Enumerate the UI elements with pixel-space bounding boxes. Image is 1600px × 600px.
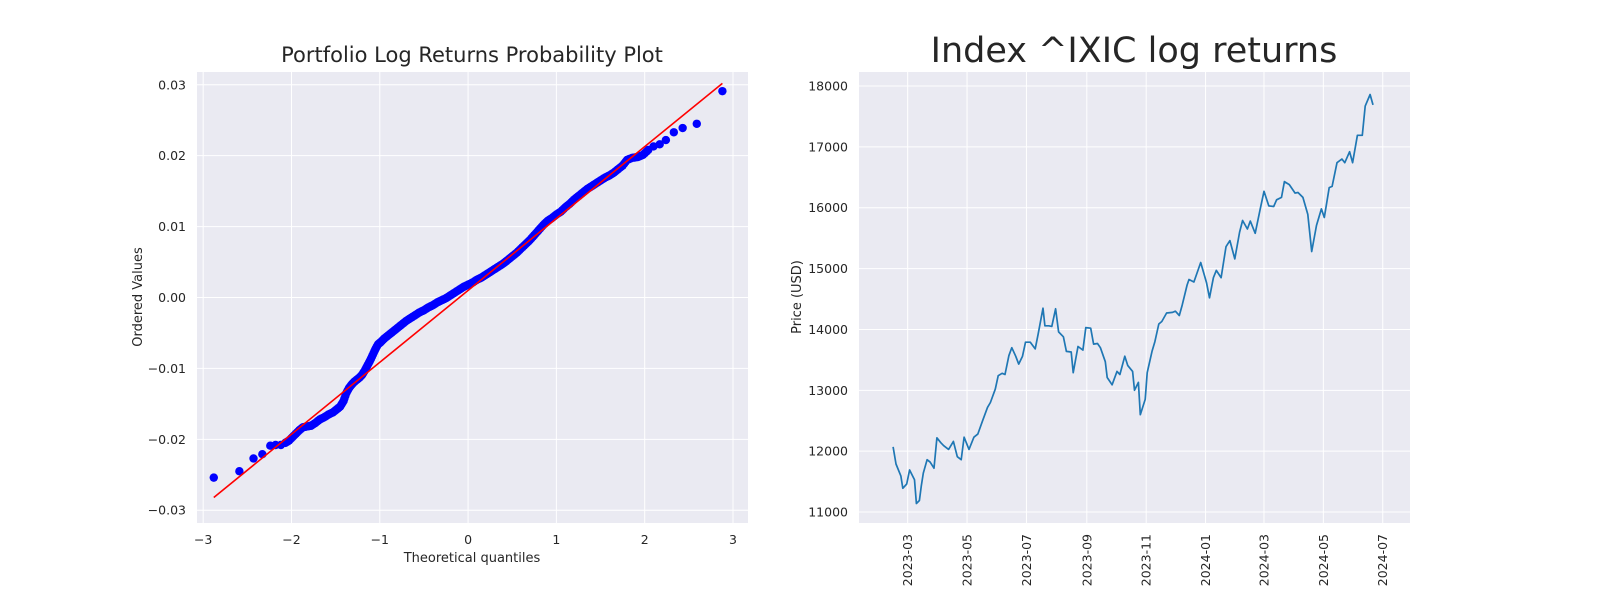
x-tick-label: 1	[552, 532, 560, 547]
x-axis-label: Theoretical quantiles	[403, 551, 541, 566]
y-tick-label: 16000	[808, 200, 848, 215]
y-tick-label: −0.01	[148, 361, 186, 376]
y-tick-label: 13000	[808, 383, 848, 398]
y-tick-label: −0.02	[148, 432, 186, 447]
price-series-line	[892, 93, 1374, 505]
data-point	[718, 86, 727, 96]
price-line-chart: 2023-03 2023-05 2023-07 2023-09 2023-11 2024-…	[790, 31, 1410, 586]
data-point	[249, 454, 258, 463]
y-tick-label: 12000	[808, 444, 848, 459]
x-tick-labels: −3 −2 −1 0 1 2 3	[194, 532, 737, 547]
x-tick-label: 2024-03	[1256, 534, 1271, 586]
data-point	[692, 119, 701, 128]
x-tick-label: 2023-03	[900, 534, 915, 586]
chart-title: Portfolio Log Returns Probability Plot	[281, 43, 663, 67]
x-tick-label: 2024-01	[1198, 534, 1213, 586]
data-point	[669, 128, 679, 137]
data-point	[209, 473, 218, 482]
plot-area	[859, 72, 1410, 523]
x-tick-labels: 2023-03 2023-05 2023-07 2023-09 2023-11 2024-…	[900, 534, 1390, 586]
data-point	[678, 123, 687, 133]
y-tick-labels: 11000 12000 13000 14000 15000 16000 17000 18000	[808, 78, 848, 519]
x-tick-label: 2023-05	[960, 534, 975, 586]
x-tick-label: 2024-07	[1375, 534, 1390, 586]
y-tick-label: 0.02	[158, 148, 186, 163]
x-tick-label: −3	[194, 532, 212, 547]
y-tick-label: 17000	[808, 139, 848, 154]
y-tick-label: 0.03	[158, 77, 186, 92]
y-axis-label: Ordered Values	[131, 247, 146, 347]
data-point	[661, 135, 671, 145]
y-tick-label: 0.01	[158, 219, 186, 234]
grid	[859, 72, 1410, 523]
x-tick-label: −1	[371, 532, 389, 547]
y-tick-label: 11000	[808, 505, 848, 520]
fit-line	[213, 82, 723, 499]
y-tick-label: 0.00	[158, 290, 186, 305]
data-point	[235, 467, 244, 476]
y-tick-label: 15000	[808, 261, 848, 276]
x-tick-label: 2023-11	[1139, 534, 1154, 586]
y-tick-label: 18000	[808, 78, 848, 93]
chart-title: Index ^IXIC log returns	[931, 31, 1338, 71]
data-point	[655, 140, 664, 149]
probability-plot: −3 −2 −1 0 1 2 3 −0.03 −0.02 −0.01 0.00 0.01 0.02 0.…	[131, 43, 748, 566]
y-tick-label: −0.03	[148, 503, 186, 518]
x-tick-label: 2024-05	[1316, 534, 1331, 586]
y-tick-labels: −0.03 −0.02 −0.01 0.00 0.01 0.02 0.03	[148, 77, 186, 517]
x-tick-label: 0	[464, 532, 472, 547]
x-tick-label: 2	[641, 532, 649, 547]
y-tick-label: 14000	[808, 322, 848, 337]
y-axis-label: Price (USD)	[790, 260, 805, 334]
x-tick-label: 3	[729, 532, 737, 547]
x-tick-label: 2023-07	[1019, 534, 1034, 586]
x-tick-label: 2023-09	[1079, 534, 1094, 586]
x-tick-label: −2	[282, 532, 300, 547]
